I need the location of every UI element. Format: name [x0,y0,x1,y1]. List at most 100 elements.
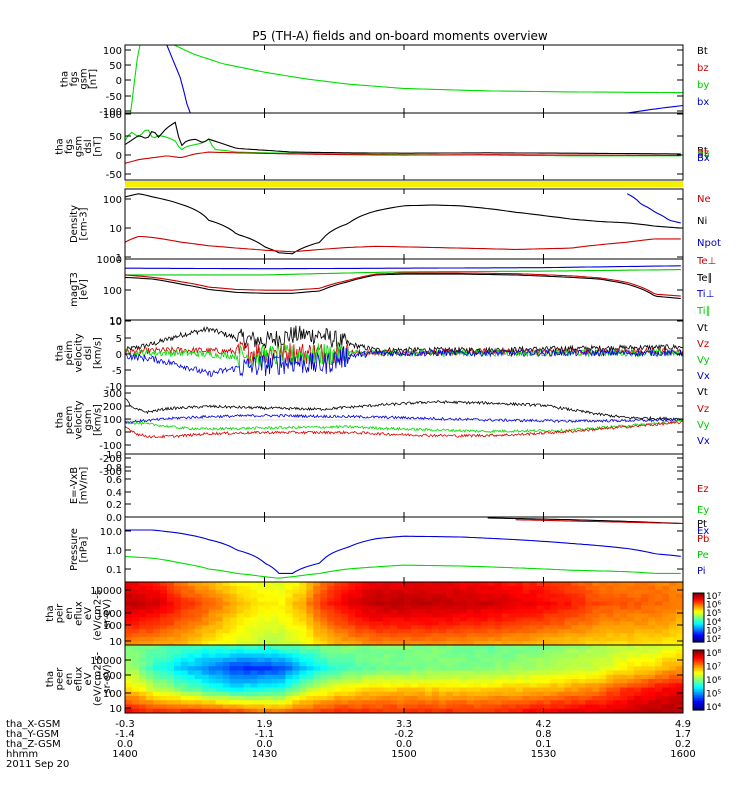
heatmap-cell [592,645,600,650]
heatmap-cell [557,683,566,689]
heatmap-cell [292,649,300,655]
heatmap-cell [424,653,433,659]
colorbar-cell [693,675,704,678]
heatmap-cell [487,585,496,591]
heatmap-cell [299,633,307,638]
heatmap-cell [208,613,217,619]
heatmap-cell [383,641,391,645]
heatmap-cell [578,645,586,650]
heatmap-cell [397,696,405,701]
heatmap-cell [466,597,475,603]
heatmap-cell [292,633,300,638]
heatmap-cell [515,637,524,642]
heatmap-cell [508,679,517,684]
colorbar-cell [693,671,704,674]
colorbar-cell [693,622,704,625]
heatmap-cell [452,637,461,642]
heatmap-cell [599,637,607,642]
heatmap-cell [187,621,196,626]
heatmap-cell [404,666,412,672]
heatmap-cell [348,613,356,619]
heatmap-cell [180,585,189,591]
heatmap-cell [152,700,161,706]
heatmap-cell [550,585,559,591]
heatmap-cell [369,645,377,650]
heatmap-cell [564,613,572,619]
heatmap-cell [306,617,314,622]
heatmap-cell [585,679,593,684]
y-axis-label-line: gsm [74,136,85,157]
heatmap-cell [438,674,447,680]
colorbar-label: 10⁷ [706,592,721,602]
heatmap-cell [187,582,196,587]
heatmap-cell [557,708,566,713]
colorbar-cell [693,684,704,687]
legend-Vx: Vx [697,371,710,382]
heatmap-cell [131,597,140,603]
heatmap-cell [571,621,579,626]
heatmap-cell [145,597,154,603]
heatmap-cell [376,683,384,689]
heatmap-cell [208,687,217,693]
heatmap-cell [250,666,259,672]
heatmap-cell [431,662,440,667]
heatmap-cell [501,683,510,689]
y-axis-label-line: fgs [69,71,80,86]
heatmap-cell [634,704,642,710]
heatmap-cell [131,582,140,587]
heatmap-cell [173,585,182,591]
heatmap-cell [473,601,482,607]
heatmap-cell [655,649,663,655]
heatmap-cell [613,708,621,713]
heatmap-cell [355,613,363,619]
colorbar-cell [693,628,704,631]
heatmap-cell [201,593,210,599]
y-axis-label-line: [km/s] [93,337,104,369]
heatmap-cell [173,629,182,634]
heatmap-cell [648,649,656,655]
series-Bz [125,151,681,164]
heatmap-cell [543,582,552,587]
heatmap-cell [648,674,656,680]
heatmap-cell [459,691,468,697]
heatmap-cell [417,582,426,587]
heatmap-cell [669,637,677,642]
heatmap-cell [243,601,252,607]
heatmap-cell [494,683,503,689]
heatmap-cell [369,653,377,659]
heatmap-cell [480,593,489,599]
heatmap-cell [599,645,607,650]
heatmap-cell [536,670,545,676]
heatmap-cell [278,649,287,655]
heatmap-cell [564,708,572,713]
heatmap-cell [410,662,419,667]
heatmap-cell [571,613,579,619]
heatmap-cell [627,601,635,607]
y-tick-label: 100 [103,286,122,297]
heatmap-cell [487,629,496,634]
heatmap-cell [362,645,370,650]
heatmap-cell [355,609,363,615]
heatmap-cell [473,674,482,680]
heatmap-cell [208,629,217,634]
heatmap-cell [348,585,356,591]
heatmap-cell [592,585,600,591]
heatmap-cell [564,582,572,587]
heatmap-cell [355,670,363,676]
heatmap-cell [459,617,468,622]
heatmap-cell [383,649,391,655]
colorbar-cell [693,629,704,632]
heatmap-cell [313,696,321,701]
heatmap-cell [159,657,168,663]
heatmap-cell [487,593,496,599]
heatmap-cell [348,700,356,706]
heatmap-cell [180,691,189,697]
heatmap-cell [655,633,663,638]
heatmap-cell [320,593,328,599]
heatmap-cell [445,649,454,655]
heatmap-cell [369,589,377,595]
heatmap-cell [271,657,280,663]
heatmap-cell [404,696,412,701]
heatmap-cell [480,687,489,693]
heatmap-cell [592,704,600,710]
